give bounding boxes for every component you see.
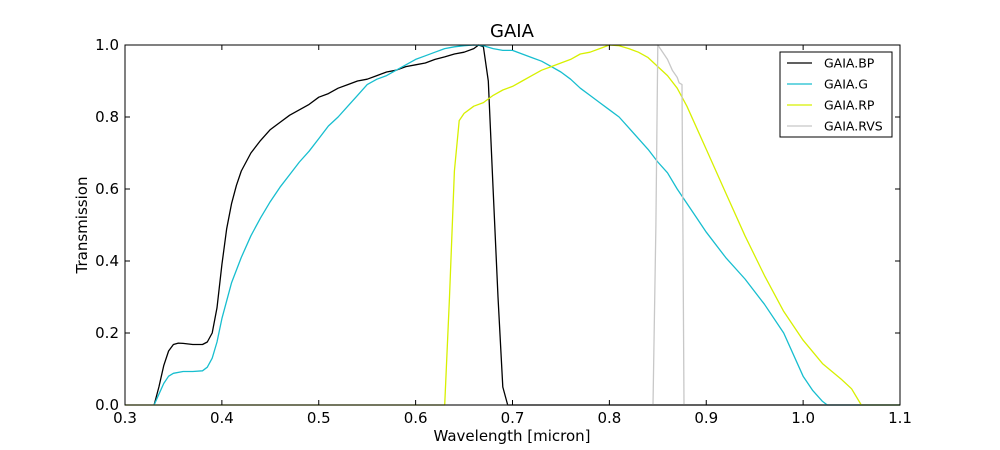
series-line-gaia-rp [125,44,900,406]
legend-box [779,51,893,138]
y-tick-label: 1.0 [95,36,119,54]
legend-label: GAIA.G [824,77,868,92]
x-tick-label: 1.1 [888,409,912,427]
chart-title: GAIA [490,21,535,42]
legend-label: GAIA.RVS [824,119,883,134]
x-tick-label: 0.6 [404,409,428,427]
x-tick-label: 1.0 [791,409,815,427]
series-line-gaia-bp [153,44,900,406]
y-tick-label: 0.2 [95,324,119,342]
y-tick-label: 0.6 [95,180,119,198]
x-tick-label: 0.5 [307,409,331,427]
y-tick-label: 0.0 [95,396,119,414]
tick-layer: 0.3 0.4 0.5 0.6 0.7 0.8 0.9 1.0 1.1 0.0 0.2 0.4 0.6 0… [95,36,912,427]
legend-label: GAIA.RP [824,98,875,113]
y-tick-label: 0.4 [95,252,119,270]
x-tick-label: 0.9 [694,409,718,427]
y-axis-label: Transmission [73,177,91,275]
legend-label: GAIA.BP [824,56,875,71]
series-line-gaia-g [153,44,900,406]
series-layer [125,44,900,406]
y-tick-label: 0.8 [95,108,119,126]
x-tick-label: 0.4 [210,409,234,427]
x-tick-label: 0.8 [597,409,621,427]
x-tick-label: 0.7 [501,409,525,427]
series-line-gaia-rvs [125,44,900,406]
x-tick-label: 0.3 [113,409,137,427]
x-axis-label: Wavelength [micron] [433,427,590,445]
legend: GAIA.BP GAIA.G GAIA.RP GAIA.RVS [779,51,893,138]
